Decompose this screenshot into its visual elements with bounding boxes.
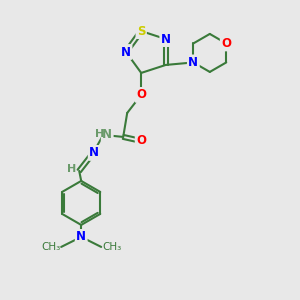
Text: N: N (89, 146, 99, 159)
Text: O: O (221, 37, 231, 50)
Text: H: H (94, 129, 104, 139)
Text: N: N (102, 128, 112, 141)
Text: N: N (76, 230, 86, 243)
Text: S: S (137, 25, 146, 38)
Text: CH₃: CH₃ (102, 242, 122, 252)
Text: H: H (67, 164, 76, 174)
Text: N: N (161, 33, 171, 46)
Text: O: O (136, 88, 146, 101)
Text: CH₃: CH₃ (41, 242, 60, 252)
Text: N: N (121, 46, 131, 59)
Text: O: O (136, 134, 146, 147)
Text: N: N (188, 56, 198, 69)
